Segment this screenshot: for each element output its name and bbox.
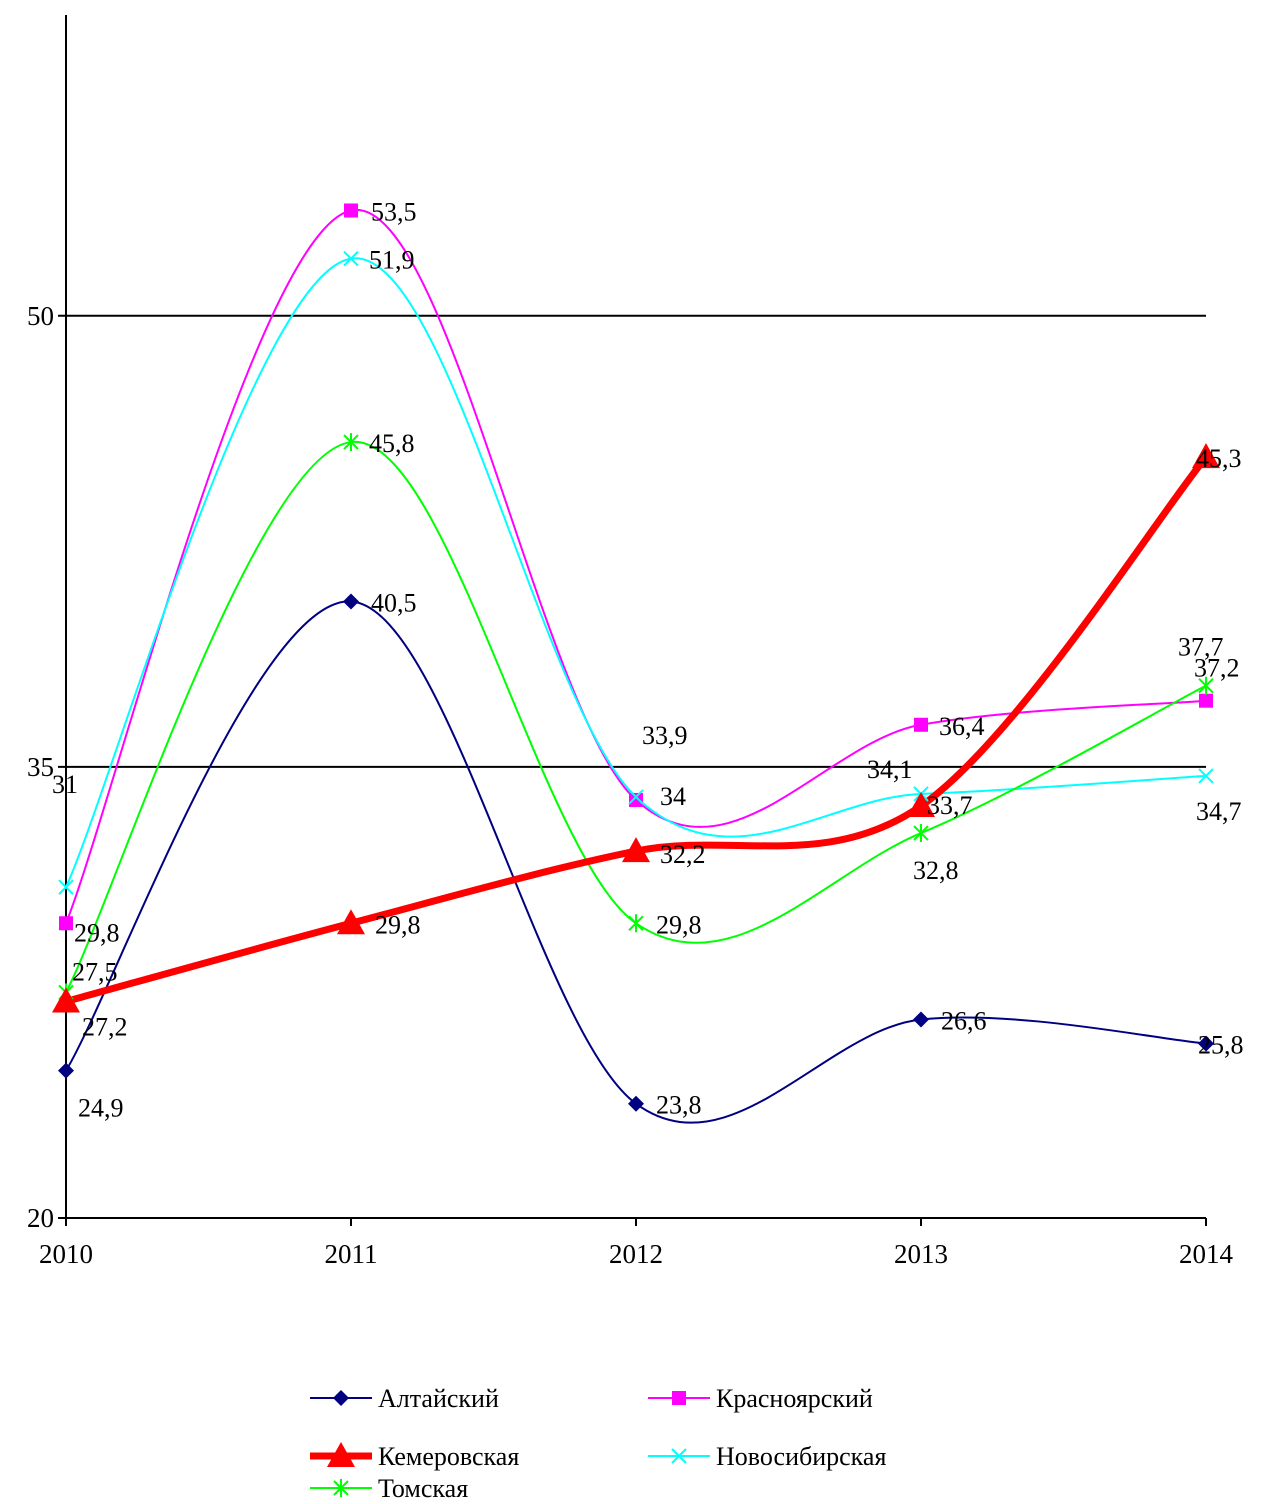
y-tick-label: 20	[27, 1203, 54, 1233]
series-line-2	[65, 454, 1209, 1005]
data-label: 53,5	[371, 197, 417, 226]
data-label: 34,7	[1196, 797, 1242, 826]
series-3-marker	[1198, 768, 1214, 784]
legend-label: Красноярский	[716, 1384, 873, 1413]
legend-marker	[672, 1391, 686, 1405]
legend: Алтайский Красноярский Кемеровская Новосиби…	[310, 1384, 886, 1503]
data-label: 45,8	[369, 429, 415, 458]
series-0-marker	[628, 1095, 644, 1112]
legend-item: Кемеровская	[310, 1442, 519, 1471]
data-label: 27,2	[82, 1012, 128, 1041]
series-4-marker	[913, 824, 929, 843]
data-label: 33,9	[642, 721, 688, 750]
series-0-marker	[1198, 1035, 1214, 1052]
data-label: 37,2	[1194, 654, 1240, 683]
data-label: 51,9	[369, 246, 415, 275]
data-label: 33,7	[927, 791, 973, 820]
gridlines	[66, 314, 1206, 768]
data-label: 26,6	[941, 1007, 987, 1036]
series-3-marker	[343, 250, 359, 267]
legend-label: Новосибирская	[716, 1442, 886, 1471]
x-tick-label: 2013	[894, 1239, 948, 1269]
series-markers	[52, 203, 1220, 1112]
legend-marker	[327, 1442, 355, 1467]
series-line-1	[65, 209, 1207, 924]
data-label: 34	[660, 782, 686, 811]
series-line-3	[65, 257, 1207, 888]
series-line-4	[65, 441, 1207, 993]
axes: 20 35 50 2010 2011 2012 2013 2014	[27, 15, 1234, 1269]
data-label: 37,7	[1178, 633, 1224, 662]
series-2-marker	[622, 837, 650, 863]
data-label: 34,1	[867, 755, 913, 784]
series-4-marker	[343, 433, 359, 452]
series-2-marker	[1192, 443, 1220, 469]
legend-item: Новосибирская	[648, 1442, 886, 1471]
data-label: 32,8	[913, 856, 959, 885]
data-label: 32,2	[660, 840, 706, 869]
legend-label: Кемеровская	[378, 1442, 519, 1471]
legend-marker	[333, 1390, 349, 1406]
data-label: 24,9	[78, 1094, 124, 1123]
series-2-marker	[907, 791, 935, 817]
data-label: 36,4	[939, 712, 985, 741]
series-1-marker	[344, 203, 358, 218]
x-tick-label: 2012	[609, 1239, 663, 1269]
series-3-marker	[58, 879, 74, 895]
series-0-marker	[343, 593, 359, 610]
series-4-marker	[628, 914, 644, 933]
data-label: 40,5	[371, 588, 417, 617]
legend-label: Томская	[378, 1474, 468, 1503]
series-line-0	[65, 600, 1207, 1124]
data-label: 25,8	[1198, 1031, 1244, 1060]
legend-item: Томская	[310, 1474, 468, 1503]
x-tick-label: 2014	[1179, 1239, 1234, 1269]
data-label: 29,8	[656, 910, 702, 939]
series-1-marker	[1199, 693, 1213, 708]
data-label: 29,8	[74, 918, 120, 947]
data-label: 31	[52, 770, 78, 799]
series-2-marker	[337, 909, 365, 935]
series-1-marker	[59, 916, 73, 931]
legend-item: Красноярский	[648, 1384, 873, 1413]
data-labels: 24,9 40,5 23,8 26,6 25,8 29,8 53,5 33,9 36,4 37,2…	[52, 197, 1244, 1122]
data-label: 29,8	[375, 910, 421, 939]
series-1-marker	[914, 717, 928, 732]
series-4-marker	[1198, 676, 1214, 695]
legend-label: Алтайский	[378, 1384, 499, 1413]
x-tick-label: 2011	[325, 1239, 378, 1269]
legend-marker	[333, 1479, 349, 1497]
legend-marker	[671, 1448, 687, 1464]
data-label: 27,5	[72, 957, 118, 986]
series-lines	[65, 209, 1209, 1124]
series-0-marker	[913, 1011, 929, 1028]
y-tick-label: 50	[27, 301, 54, 331]
series-1-marker	[629, 792, 643, 807]
legend-item: Алтайский	[310, 1384, 499, 1413]
y-tick-label: 35	[27, 752, 54, 782]
series-0-marker	[58, 1062, 74, 1079]
data-label: 45,3	[1196, 444, 1242, 473]
series-3-marker	[628, 789, 644, 805]
x-tick-label: 2010	[39, 1239, 93, 1269]
data-label: 23,8	[656, 1091, 702, 1120]
series-2-marker	[52, 987, 80, 1013]
